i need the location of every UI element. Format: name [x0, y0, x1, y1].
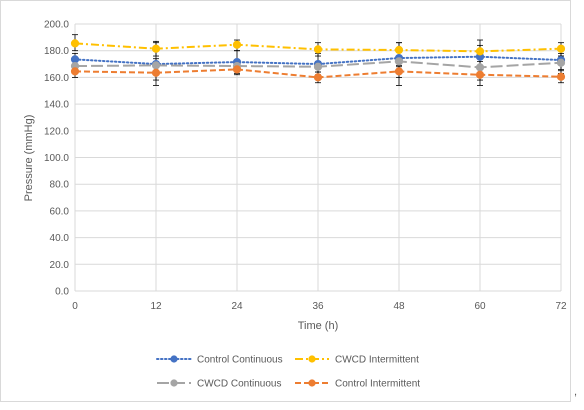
legend-item: Control Continuous	[156, 355, 283, 366]
data-point	[313, 45, 323, 54]
x-tick-label: 0	[72, 301, 78, 312]
x-axis-ticks: 0 12 24 36 48 60 72	[72, 301, 567, 312]
y-tick-label: 160.0	[44, 73, 69, 84]
data-point	[151, 61, 161, 70]
y-tick-label: 180.0	[44, 46, 69, 57]
data-point	[70, 55, 80, 64]
series-control-intermittent	[70, 65, 566, 82]
data-point	[556, 72, 566, 81]
legend-label: CWCD Continuous	[197, 379, 281, 390]
x-tick-label: 48	[393, 301, 405, 312]
data-point	[394, 57, 404, 66]
data-point	[394, 45, 404, 55]
series-lines	[70, 39, 566, 82]
legend-label: Control Intermittent	[335, 379, 420, 390]
data-point	[556, 58, 566, 67]
chart-frame: 0.0 20.0 40.0 60.0 80.0 100.0 120.0 140.0 160.0 1…	[0, 0, 571, 402]
legend-swatch-marker	[170, 379, 178, 387]
legend-swatch-marker	[308, 379, 316, 387]
legend-item: Control Intermittent	[295, 379, 420, 390]
y-tick-label: 80.0	[50, 180, 70, 191]
data-point	[313, 73, 323, 82]
legend-label: Control Continuous	[197, 355, 283, 366]
legend: Control Continuous CWCD Intermittent CWCD …	[156, 355, 420, 390]
data-point	[232, 40, 242, 49]
y-tick-label: 60.0	[50, 206, 70, 217]
legend-item: CWCD Intermittent	[295, 355, 419, 366]
data-point	[475, 70, 485, 79]
y-axis-ticks: 0.0 20.0 40.0 60.0 80.0 100.0 120.0 140.0 160.0 1…	[44, 20, 69, 298]
y-axis-title: Pressure (mmHg)	[23, 115, 35, 202]
data-point	[475, 63, 485, 72]
x-tick-label: 72	[555, 301, 567, 312]
x-tick-label: 12	[150, 301, 162, 312]
y-tick-label: 100.0	[44, 153, 69, 164]
data-point	[556, 44, 566, 53]
legend-label: CWCD Intermittent	[335, 355, 419, 366]
y-tick-label: 0.0	[55, 287, 69, 298]
data-point	[151, 44, 161, 53]
x-tick-label: 60	[474, 301, 486, 312]
data-point	[70, 39, 80, 48]
x-tick-label: 24	[231, 301, 243, 312]
legend-item: CWCD Continuous	[157, 379, 281, 390]
legend-swatch-marker	[170, 355, 178, 363]
x-axis-title: Time (h)	[298, 320, 339, 332]
legend-swatch-marker	[308, 355, 316, 363]
y-tick-label: 140.0	[44, 100, 69, 111]
y-tick-label: 120.0	[44, 126, 69, 137]
y-tick-label: 40.0	[50, 233, 70, 244]
data-point	[394, 67, 404, 76]
series-cwcd-intermittent	[70, 39, 566, 56]
x-tick-label: 36	[312, 301, 324, 312]
data-point	[151, 68, 161, 77]
data-point	[232, 65, 242, 74]
y-tick-label: 20.0	[50, 260, 70, 271]
line-chart: 0.0 20.0 40.0 60.0 80.0 100.0 120.0 140.0 160.0 1…	[23, 20, 567, 390]
data-point	[475, 47, 485, 56]
trailing-comma: ,	[574, 386, 578, 398]
data-point	[70, 67, 80, 76]
data-point	[313, 62, 323, 71]
y-tick-label: 200.0	[44, 20, 69, 31]
